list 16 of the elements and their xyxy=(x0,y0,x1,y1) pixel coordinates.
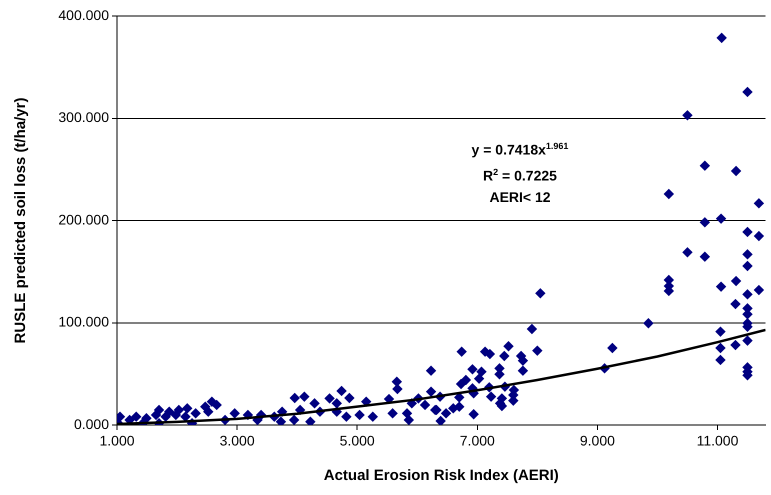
y-tick-label: 200.000 xyxy=(58,211,110,228)
x-tick-label: 5.000 xyxy=(340,432,375,448)
x-tick-label: 11.000 xyxy=(696,432,739,448)
x-tick-label: 7.000 xyxy=(460,432,495,448)
y-tick-label: 400.000 xyxy=(58,6,110,23)
x-axis-title: Actual Erosion Risk Index (AERI) xyxy=(324,467,559,484)
annotation: y = 0.7418x$^{1.961}$ xyxy=(470,140,570,160)
y-tick-label: 300.000 xyxy=(58,109,110,126)
annotation: AERI< 12 xyxy=(488,188,552,208)
x-tick-label: 9.000 xyxy=(580,432,616,448)
y-tick-label: 0.000 xyxy=(74,416,110,432)
y-axis-title: RUSLE predicted soil loss (t/ha/yr) xyxy=(12,98,30,344)
x-tick-label: 3.000 xyxy=(220,432,255,448)
y-tick-label: 100.000 xyxy=(58,314,110,330)
x-tick-label: 1.000 xyxy=(99,432,135,448)
annotation: R$^{2}$ = 0.7225 xyxy=(482,166,558,186)
